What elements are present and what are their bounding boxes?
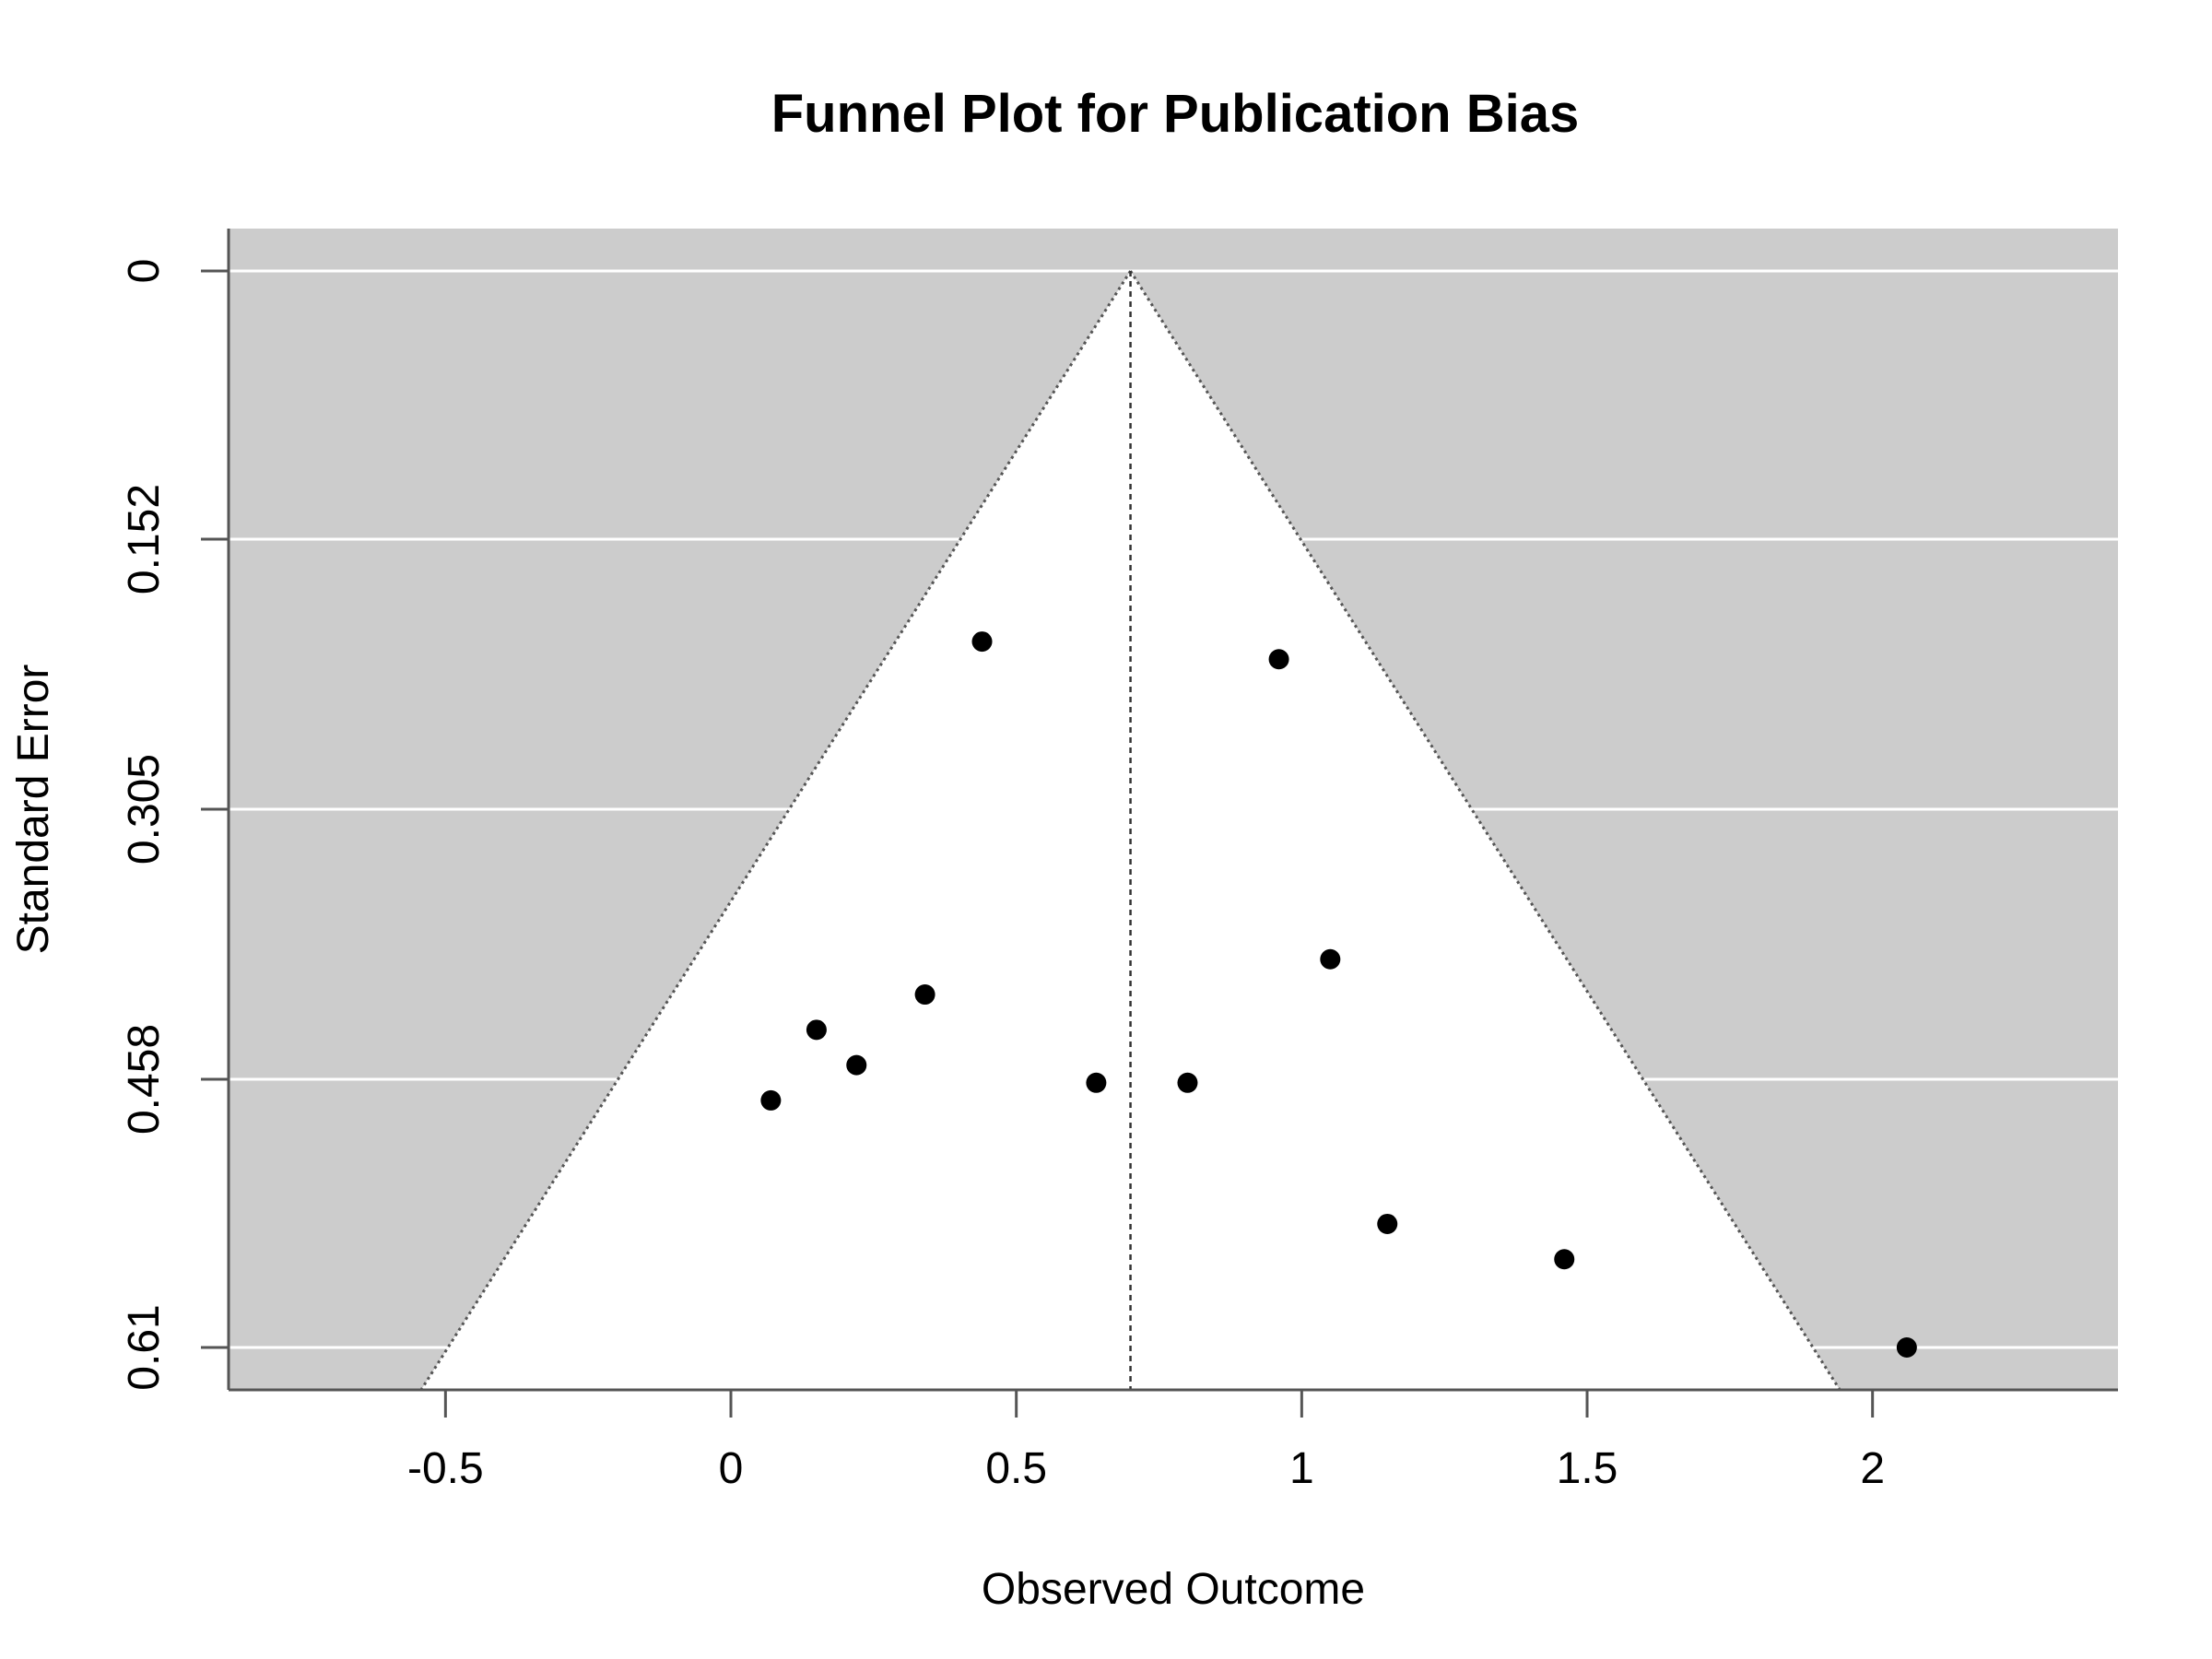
y-axis-label: Standard Error <box>9 665 58 955</box>
x-axis: -0.5 0 0.5 1 1.5 2 <box>407 1390 1885 1493</box>
study-point <box>1177 1072 1198 1093</box>
y-tick-label: 0 <box>120 259 169 284</box>
funnel-edge-line <box>1129 270 1841 1391</box>
funnel-edge-line <box>419 270 1132 1391</box>
y-tick-label: 0.305 <box>120 754 169 865</box>
study-point <box>1320 948 1341 970</box>
study-point <box>1086 1072 1107 1093</box>
y-axis: 0 0.152 0.305 0.458 0.61 <box>120 259 229 1391</box>
study-point <box>760 1089 782 1111</box>
x-tick-label: 0 <box>719 1444 744 1493</box>
study-points <box>760 631 1917 1358</box>
x-axis-label: Observed Outcome <box>982 1565 1365 1614</box>
funnel-edges <box>419 270 1841 1391</box>
study-point <box>1554 1249 1575 1270</box>
study-point <box>806 1019 827 1041</box>
y-tick-label: 0.61 <box>120 1304 169 1390</box>
y-tick-label: 0.458 <box>120 1024 169 1135</box>
study-point <box>1268 649 1289 670</box>
study-point <box>914 984 935 1006</box>
chart-title: Funnel Plot for Publication Bias <box>771 84 1580 144</box>
x-tick-label: -0.5 <box>407 1444 484 1493</box>
x-tick-label: 1.5 <box>1557 1444 1618 1493</box>
x-tick-label: 1 <box>1289 1444 1314 1493</box>
plot-area <box>227 229 2118 1392</box>
study-point <box>971 631 993 653</box>
study-point <box>846 1054 867 1076</box>
x-tick-label: 0.5 <box>985 1444 1047 1493</box>
y-tick-label: 0.152 <box>120 484 169 594</box>
study-point <box>1377 1213 1398 1234</box>
x-tick-label: 2 <box>1860 1444 1885 1493</box>
study-point <box>1896 1337 1917 1358</box>
